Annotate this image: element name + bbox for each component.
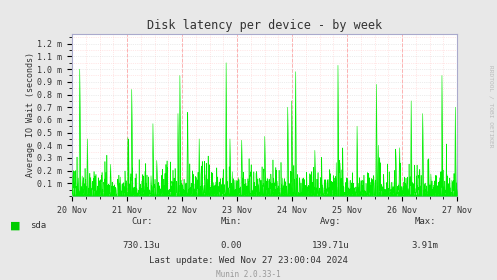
Title: Disk latency per device - by week: Disk latency per device - by week (147, 19, 382, 32)
Text: 730.13u: 730.13u (123, 241, 161, 250)
Text: Avg:: Avg: (320, 217, 341, 226)
Text: Last update: Wed Nov 27 23:00:04 2024: Last update: Wed Nov 27 23:00:04 2024 (149, 256, 348, 265)
Y-axis label: Average IO Wait (seconds): Average IO Wait (seconds) (25, 52, 35, 177)
Text: Cur:: Cur: (131, 217, 153, 226)
Text: Max:: Max: (414, 217, 436, 226)
Text: 0.00: 0.00 (220, 241, 242, 250)
Text: RRDTOOL / TOBI OETIKER: RRDTOOL / TOBI OETIKER (489, 65, 494, 148)
Text: Munin 2.0.33-1: Munin 2.0.33-1 (216, 270, 281, 279)
Text: ■: ■ (10, 220, 20, 230)
Text: 3.91m: 3.91m (412, 241, 438, 250)
Text: 139.71u: 139.71u (312, 241, 349, 250)
Text: Min:: Min: (220, 217, 242, 226)
Text: sda: sda (30, 221, 46, 230)
